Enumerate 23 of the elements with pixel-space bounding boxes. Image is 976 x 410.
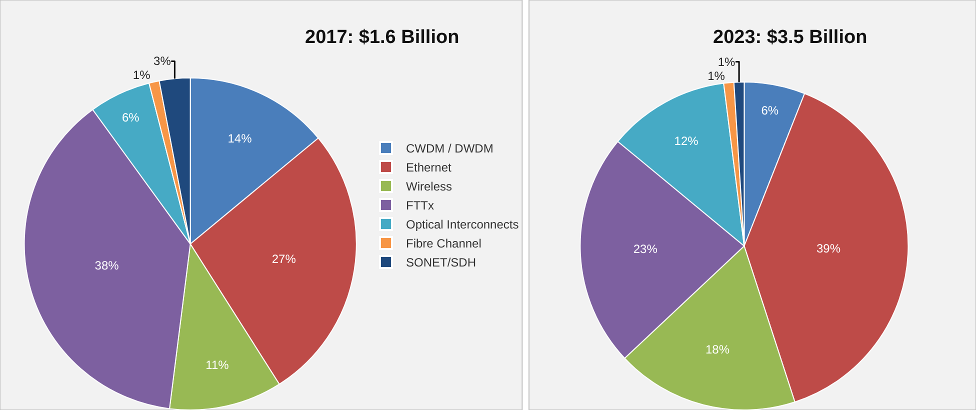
data-label: 1%	[718, 54, 736, 69]
data-label: 18%	[705, 342, 730, 356]
data-label: 1%	[708, 68, 726, 83]
legend-label: CWDM / DWDM	[406, 142, 494, 156]
legend-label: Fibre Channel	[406, 236, 482, 251]
data-label: 27%	[272, 252, 296, 266]
legend-label: SONET/SDH	[406, 256, 476, 270]
data-label: 6%	[761, 103, 779, 118]
data-label: 14%	[228, 132, 252, 146]
data-label: 6%	[122, 110, 140, 124]
data-label: 12%	[674, 134, 699, 148]
data-label: 11%	[206, 358, 230, 372]
data-label: 23%	[633, 242, 658, 256]
chart-title: 2017: $1.6 Billion	[305, 27, 460, 48]
legend-label: Wireless	[406, 180, 452, 194]
data-label: 3%	[154, 54, 172, 68]
legend-label: FTTx	[406, 198, 434, 213]
legend-label: Optical Interconnects	[406, 218, 519, 232]
chart-title: 2023: $3.5 Billion	[713, 27, 868, 48]
legend-label: Ethernet	[406, 160, 452, 175]
data-label: 1%	[132, 68, 151, 82]
data-label: 38%	[94, 258, 120, 272]
data-label: 39%	[816, 242, 841, 256]
